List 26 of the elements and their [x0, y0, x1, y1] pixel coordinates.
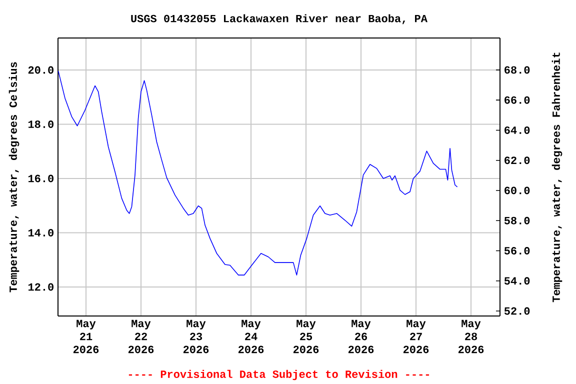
- x-tick-label: May 26 2026: [348, 320, 374, 354]
- x-tick-label: May 25 2026: [293, 320, 319, 354]
- y2-tick-label: 60.0: [504, 186, 530, 194]
- y2-tick-label: 66.0: [504, 96, 530, 104]
- y2-tick-label: 58.0: [504, 216, 530, 224]
- x-tick-label: May 23 2026: [183, 320, 209, 354]
- x-tick-label: May 21 2026: [73, 320, 99, 354]
- x-tick-label: May 27 2026: [403, 320, 429, 354]
- y2-tick-label: 68.0: [504, 66, 530, 74]
- x-tick-label: May 28 2026: [458, 320, 484, 354]
- y-tick-label: 20.0: [28, 66, 54, 74]
- y-tick-label: 18.0: [28, 120, 54, 128]
- y2-tick-label: 56.0: [504, 247, 530, 254]
- y2-tick-label: 64.0: [504, 126, 530, 134]
- text: ---- Provisional Data Subject to Revision ----: [128, 370, 430, 380]
- x-tick-label: May 22 2026: [128, 320, 154, 354]
- y2-axis-title: Temperature, water, degrees Fahrenheit: [552, 52, 562, 302]
- y-tick-label: 14.0: [28, 229, 54, 236]
- y2-tick-label: 54.0: [504, 277, 530, 285]
- y2-tick-label: 52.0: [504, 307, 530, 315]
- y2-tick-label: 62.0: [504, 156, 530, 164]
- chart-title: USGS 01432055 Lackawaxen River near Baoba, PA: [131, 14, 428, 24]
- x-tick-label: May 24 2026: [238, 320, 264, 354]
- y-tick-label: 12.0: [28, 283, 54, 291]
- y-tick-label: 16.0: [28, 174, 54, 182]
- y-axis-title: Temperature, water, degrees Celsius: [8, 62, 20, 292]
